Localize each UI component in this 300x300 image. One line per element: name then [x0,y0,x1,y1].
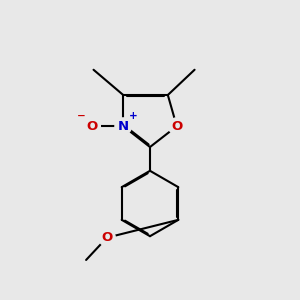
Text: +: + [129,111,138,121]
Circle shape [168,118,185,134]
Text: N: N [118,120,129,133]
Text: O: O [86,120,98,133]
Circle shape [115,118,132,134]
Text: O: O [101,231,112,244]
Text: O: O [171,120,182,133]
Circle shape [84,118,100,134]
Circle shape [99,230,115,246]
Text: −: − [77,111,86,121]
